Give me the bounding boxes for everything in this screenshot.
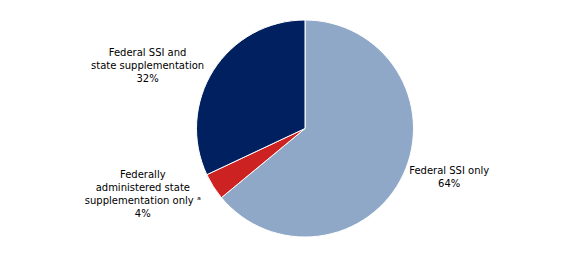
svg-text:Federal SSI only64%: Federal SSI only64% (409, 165, 489, 189)
svg-text:Federal SSI andstate supplemen: Federal SSI andstate supplementation32% (91, 47, 204, 84)
svg-text:Federallyadministered statesup: Federallyadministered statesupplementati… (85, 169, 201, 219)
